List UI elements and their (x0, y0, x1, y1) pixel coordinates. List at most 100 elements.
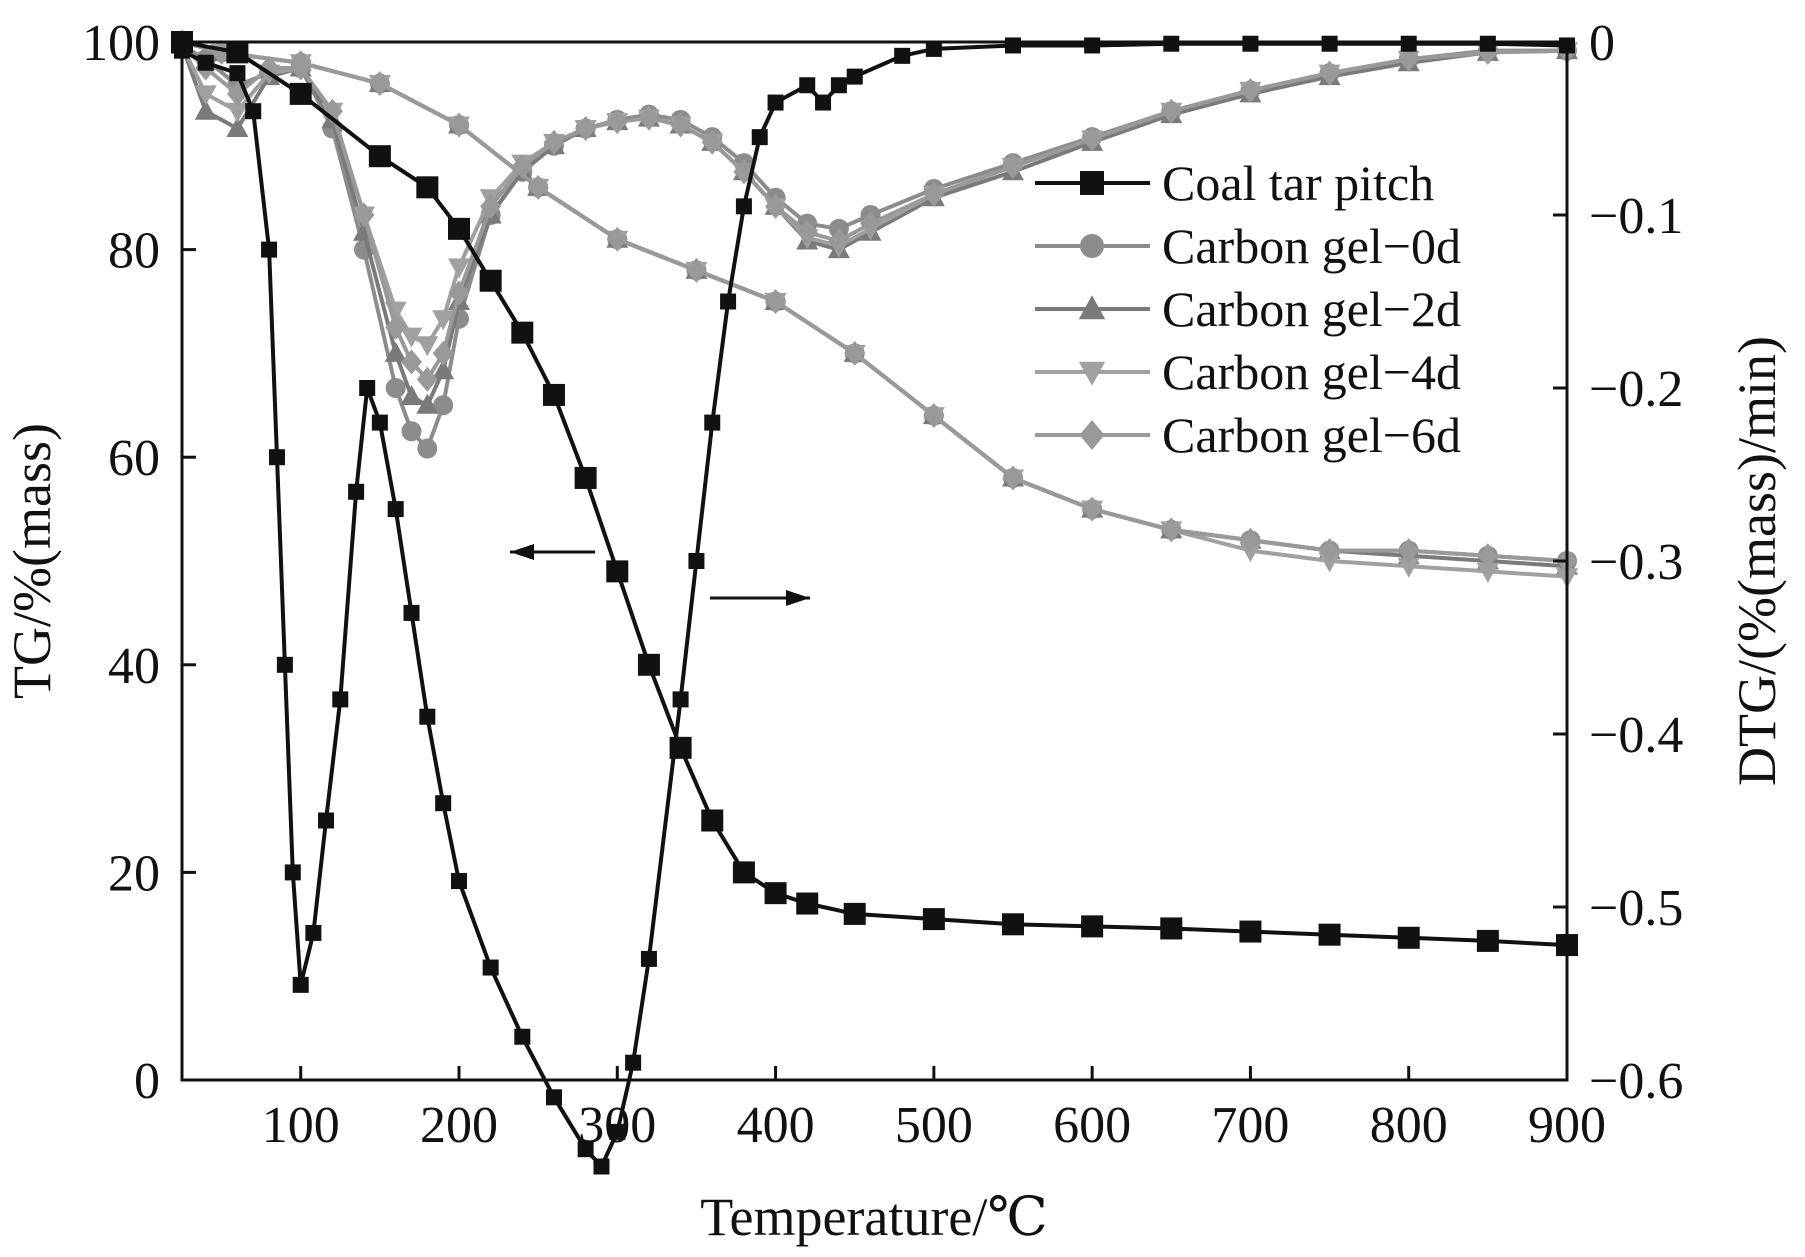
coal-tar-pitch-tg-point (606, 560, 629, 583)
y-right-tick-label: −0.4 (1589, 707, 1683, 764)
coal-tar-pitch-dtg-point (371, 414, 388, 431)
coal-tar-pitch-dtg-point (846, 68, 863, 85)
coal-tar-pitch-dtg-point (593, 1158, 610, 1175)
carbon-gel-6d-dtg-line (180, 44, 1568, 382)
coal-tar-pitch-tg-point (1318, 923, 1341, 946)
carbon-gel-6d-dtg-point (1319, 60, 1341, 86)
legend-marker-square (1080, 171, 1104, 195)
x-tick-label: 200 (420, 1097, 498, 1154)
carbon-gel-6d-dtg-point (860, 211, 882, 237)
carbon-gel-6d-tg-point (1160, 517, 1182, 543)
carbon-gel-6d-dtg-point (1081, 126, 1103, 152)
coal-tar-pitch-tg-point (416, 176, 439, 199)
coal-tar-pitch-tg-point (368, 145, 391, 168)
legend-label: Carbon gel−0d (1162, 218, 1461, 274)
coal-tar-pitch-dtg-point (815, 94, 832, 111)
coal-tar-pitch-tg-point (1002, 913, 1024, 936)
y-left-tick-label: 100 (82, 15, 160, 72)
legend-marker-triangle-down (1078, 361, 1106, 386)
coal-tar-pitch-tg-point (226, 41, 249, 64)
coal-tar-pitch-dtg-point (1479, 35, 1496, 52)
y-right-tick-label: −0.3 (1589, 534, 1683, 591)
carbon-gel-4d-dtg-point (226, 102, 249, 123)
coal-tar-pitch-tg-point (701, 809, 724, 832)
coal-tar-pitch-dtg-point (359, 380, 376, 396)
x-axis-title: Temperature/℃ (700, 1187, 1047, 1247)
carbon-gel-2d-dtg-point (226, 117, 249, 137)
y-axis-right-title: DTG/(%(mass)/min) (1727, 336, 1787, 786)
coal-tar-pitch-dtg-point (625, 1054, 642, 1071)
coal-tar-pitch-dtg-point (1084, 37, 1101, 54)
carbon-gel-4d-dtg-point (400, 327, 423, 348)
y-left-tick-label: 0 (134, 1053, 160, 1110)
coal-tar-pitch-dtg-point (545, 1089, 562, 1106)
carbon-gel-0d-dtg-point (417, 438, 438, 459)
coal-tar-pitch-dtg-point (268, 449, 285, 466)
coal-tar-pitch-dtg-point (229, 65, 246, 82)
carbon-gel-2d-dtg-point (432, 359, 455, 380)
carbon-gel-4d-dtg-point (432, 310, 455, 331)
legend-marker-triangle-up (1078, 295, 1106, 320)
y-axis-left-title: TG/%(mass) (2, 423, 62, 699)
carbon-gel-6d-dtg-point (480, 193, 502, 219)
tg-axis-arrow-head (510, 544, 534, 560)
coal-tar-pitch-dtg-point (609, 1123, 626, 1140)
annotation-layer (510, 544, 810, 606)
coal-tar-pitch-dtg-point (1242, 35, 1259, 52)
carbon-gel-6d-tg-point (765, 289, 787, 314)
carbon-gel-6d-tg-point (1081, 496, 1103, 522)
carbon-gel-6d-tg-point (448, 112, 470, 138)
carbon-gel-6d-dtg-point (511, 154, 533, 180)
coal-tar-pitch-tg-point (796, 892, 819, 915)
carbon-gel-4d-tg-point (1397, 557, 1420, 578)
coal-tar-pitch-dtg-point (435, 795, 452, 812)
carbon-gel-6d-tg-point (923, 403, 945, 429)
coal-tar-pitch-dtg-point (403, 604, 420, 621)
coal-tar-pitch-tg-point (1160, 917, 1183, 940)
coal-tar-pitch-tg-point (479, 269, 502, 292)
y-right-tick-label: −0.1 (1589, 188, 1683, 245)
carbon-gel-6d-dtg-point (670, 112, 692, 138)
coal-tar-pitch-dtg-point (292, 976, 309, 993)
carbon-gel-6d-dtg-point (353, 202, 375, 228)
coal-tar-pitch-dtg-point (451, 873, 467, 890)
coal-tar-pitch-dtg-point (514, 1028, 531, 1045)
coal-tar-pitch-tg-point (637, 653, 660, 676)
x-tick-label: 300 (578, 1097, 656, 1154)
carbon-gel-6d-dtg-point (1002, 154, 1024, 180)
dtg-axis-arrow-head (786, 590, 810, 606)
carbon-gel-6d-dtg-point (1239, 77, 1261, 103)
y-left-tick-label: 80 (108, 223, 160, 280)
coal-tar-pitch-tg-point (764, 882, 787, 905)
coal-tar-pitch-dtg-point (284, 864, 301, 881)
coal-tar-pitch-dtg-point (640, 950, 657, 967)
coal-tar-pitch-tg-point (448, 217, 470, 240)
carbon-gel-6d-tg-point (527, 174, 549, 200)
y-right-tick-label: 0 (1589, 15, 1615, 72)
coal-tar-pitch-dtg-point (332, 691, 349, 708)
legend: Coal tar pitch Carbon gel−0d Carbon gel−2d… (1035, 155, 1461, 463)
coal-tar-pitch-dtg-point (1321, 35, 1338, 52)
x-tick-label: 100 (262, 1097, 340, 1154)
carbon-gel-6d-dtg-point (638, 105, 660, 131)
carbon-gel-6d-dtg-point (1398, 46, 1420, 72)
coal-tar-pitch-tg-point (732, 861, 755, 884)
coal-tar-pitch-dtg-point (276, 656, 293, 673)
carbon-gel-4d-dtg-point (416, 336, 439, 357)
coal-tar-pitch-tg-point (1397, 926, 1420, 949)
x-tick-label: 700 (1211, 1097, 1289, 1154)
legend-marker-circle (1080, 234, 1104, 258)
carbon-gel-4d-tg-point (1476, 562, 1499, 583)
carbon-gel-6d-dtg-point (606, 109, 628, 135)
coal-tar-pitch-tg-point (542, 383, 565, 406)
carbon-gel-2d-dtg-point (416, 393, 439, 414)
carbon-gel-0d-dtg-point (401, 421, 422, 442)
legend-label: Carbon gel−4d (1162, 344, 1461, 400)
y-right-tick-label: −0.5 (1589, 880, 1683, 937)
coal-tar-pitch-tg-point (1476, 929, 1499, 952)
coal-tar-pitch-dtg-point (419, 708, 436, 725)
x-tick-label: 500 (895, 1097, 973, 1154)
legend-label: Carbon gel−6d (1162, 407, 1461, 463)
coal-tar-pitch-tg-point (289, 82, 312, 105)
